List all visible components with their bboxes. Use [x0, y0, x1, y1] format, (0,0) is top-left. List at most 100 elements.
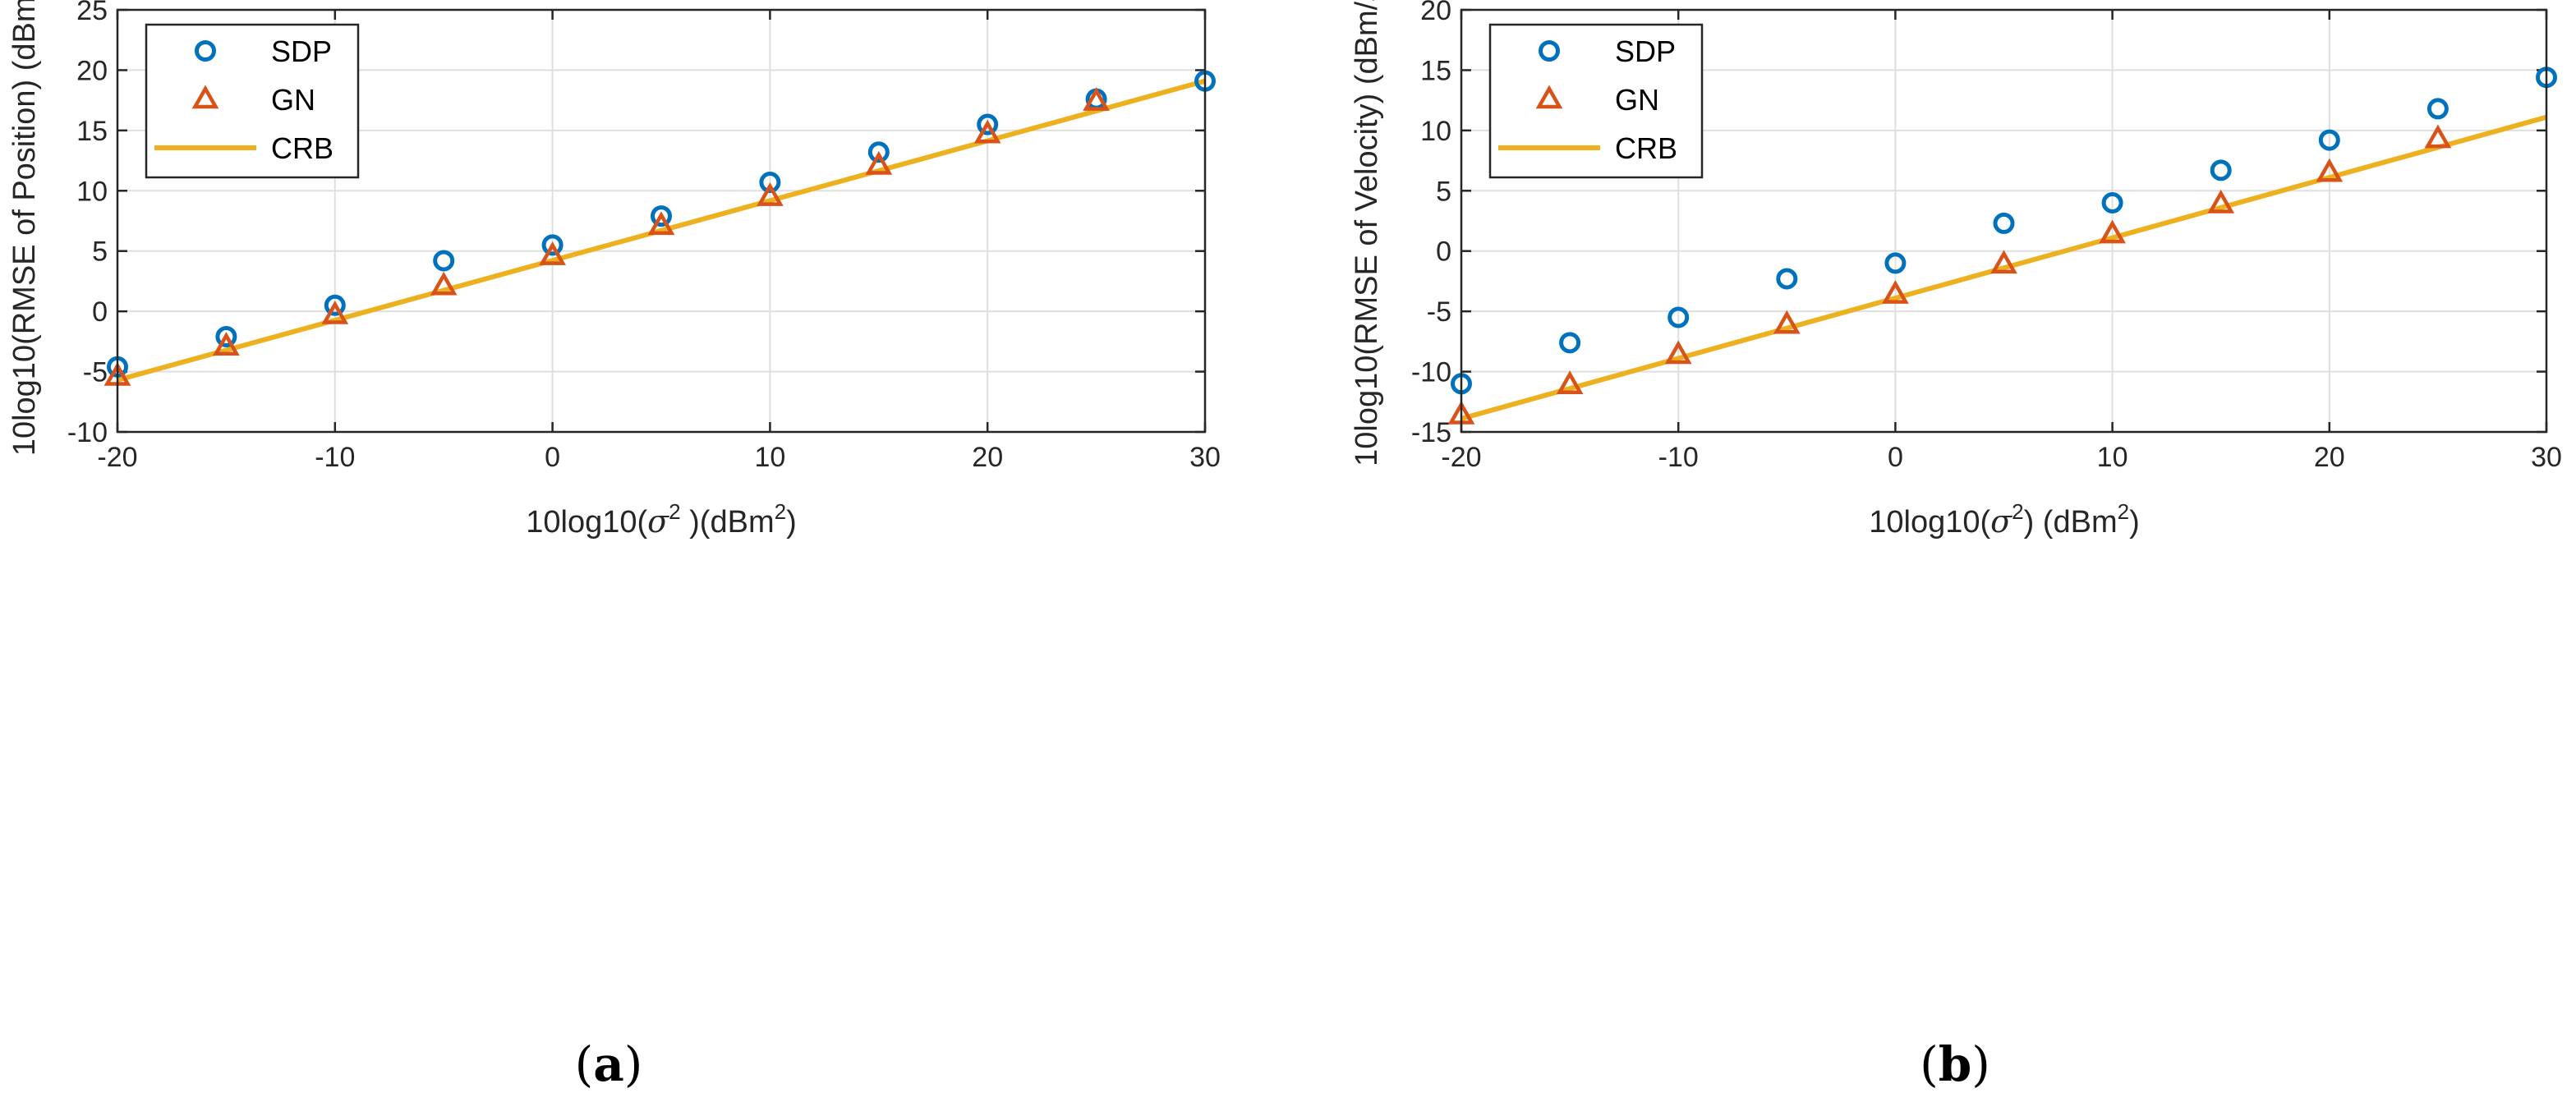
x-axis-label-unit-sup: 2	[2118, 499, 2129, 524]
gn-point	[213, 332, 240, 356]
y-tick-label: 15	[76, 116, 108, 147]
chart-panel-b: -20 -10 0 10 20 30 -15 -10 -5 0 5 10 15 20 SDP GN CRB 10l…	[1350, 0, 2562, 1092]
sdp-point	[2318, 129, 2340, 151]
legend-label-sdp: SDP	[1615, 34, 1676, 68]
x-tick-label: 0	[1888, 442, 1903, 473]
gn-point	[1083, 87, 1110, 111]
x-axis-label-close: )	[786, 505, 797, 540]
legend-item-sdp: SDP	[195, 34, 332, 68]
legend-label-sdp: SDP	[271, 34, 332, 68]
legend-marker-gn	[1535, 85, 1563, 109]
gn-point	[1882, 280, 1909, 304]
x-axis-label-sup: 2	[2012, 499, 2023, 524]
legend-label-gn: GN	[1615, 83, 1659, 117]
axes-frame	[116, 8, 1207, 434]
x-axis-label-symbol: σ	[1990, 503, 2012, 540]
x-axis-label-prefix: 10log10(	[1869, 505, 1990, 540]
sdp-point	[2210, 159, 2232, 181]
gn-point	[1773, 310, 1801, 334]
x-axis-label-sup: 2	[669, 499, 680, 524]
chart-panel-a: -20 -10 0 10 20 30-10-50510152025SDPGNCRB10lo…	[7, 0, 1221, 1092]
legend-marker-gn	[191, 85, 219, 109]
sdp-point	[759, 172, 781, 194]
y-axis-label: 10log10(RMSE of Velocity) (dBm/s)	[1350, 0, 1384, 466]
sdp-point	[541, 234, 564, 256]
gn-point	[973, 119, 1001, 144]
sdp-point	[2101, 191, 2123, 214]
legend-item-crb: CRB	[1498, 131, 1677, 165]
gn-point	[1556, 370, 1584, 394]
x-axis-label-suffix: )(dBm	[681, 505, 775, 540]
legend-box	[1488, 23, 1704, 179]
panel-label-close: )	[624, 1036, 643, 1092]
sdp-point	[867, 141, 890, 163]
y-tick-label: 10	[1420, 116, 1451, 147]
sdp-point	[977, 113, 999, 135]
sdp-point	[1559, 332, 1581, 354]
legend: SDP GN CRB	[1488, 23, 1704, 179]
sdp-point	[1884, 252, 1907, 274]
legend-label-crb: CRB	[1615, 131, 1677, 165]
sdp-point	[1668, 306, 1690, 328]
y-tick-label: 5	[1436, 176, 1451, 207]
x-tick-label: 20	[972, 442, 1003, 473]
gn-point	[865, 150, 893, 175]
x-axis-label-prefix: 10log10(	[526, 505, 647, 540]
gn-point	[2207, 189, 2235, 214]
x-axis-label-symbol: σ	[647, 503, 669, 540]
axes-frame	[1460, 8, 2548, 434]
gn-point	[1664, 340, 1692, 365]
y-tick-label: -10	[1411, 357, 1451, 388]
y-tick-label: 20	[1420, 0, 1451, 26]
panel-label-letter: a	[593, 1036, 624, 1092]
x-axis-label: 10log10(σ2 )(dBm2)	[526, 499, 796, 540]
x-tick-label: 10	[2097, 442, 2128, 473]
legend-item-gn: GN	[191, 83, 315, 117]
panel-label: (b)	[1920, 1036, 1990, 1092]
x-axis-label-suffix: ) (dBm	[2024, 505, 2118, 540]
x-tick-label: -10	[1658, 442, 1699, 473]
y-tick-label: -15	[1411, 417, 1451, 448]
y-tick-label: 10	[76, 176, 108, 207]
y-tick-label: 0	[92, 296, 108, 328]
panel-label-close: )	[1971, 1036, 1990, 1092]
crb-line	[1461, 114, 2546, 421]
x-axis-label-unit-sup: 2	[775, 499, 786, 524]
x-axis-label-close: )	[2129, 505, 2140, 540]
sdp-point	[433, 250, 455, 272]
legend-item-sdp: SDP	[1539, 34, 1676, 68]
legend-box	[145, 23, 360, 179]
gn-point	[2424, 124, 2452, 149]
y-tick-label: 20	[76, 55, 108, 86]
gn-point	[2316, 158, 2344, 182]
gn-point	[1990, 250, 2017, 274]
gn-point	[2099, 219, 2126, 244]
y-tick-label: 15	[1420, 55, 1451, 86]
y-tick-label: 25	[76, 0, 108, 26]
sdp-point	[651, 205, 672, 227]
sdp-point	[2426, 98, 2449, 120]
x-tick-label: -20	[1441, 442, 1481, 473]
y-tick-label: -10	[67, 417, 108, 448]
legend: SDP GN CRB	[145, 23, 360, 179]
y-axis-label: 10log10(RMSE of Position) (dBm)	[7, 0, 42, 456]
sdp-point	[1776, 268, 1798, 290]
x-tick-label: -10	[315, 442, 355, 473]
gn-point	[757, 182, 784, 206]
x-tick-label: 30	[2531, 442, 2562, 473]
legend-marker-sdp	[195, 40, 216, 62]
x-tick-label: 20	[2314, 442, 2345, 473]
legend-label-gn: GN	[271, 83, 315, 117]
sdp-point	[1993, 212, 2015, 234]
x-tick-label: -20	[97, 442, 137, 473]
x-axis-label: 10log10(σ2) (dBm2)	[1869, 499, 2139, 540]
legend-marker-sdp	[1539, 40, 1560, 62]
gn-point	[539, 241, 566, 265]
panel-label-letter: b	[1939, 1036, 1972, 1092]
x-tick-label: 10	[754, 442, 785, 473]
sdp-point	[324, 294, 346, 316]
panel-label-open: (	[1920, 1036, 1939, 1092]
sdp-point	[215, 325, 237, 347]
panel-label-open: (	[575, 1036, 594, 1092]
